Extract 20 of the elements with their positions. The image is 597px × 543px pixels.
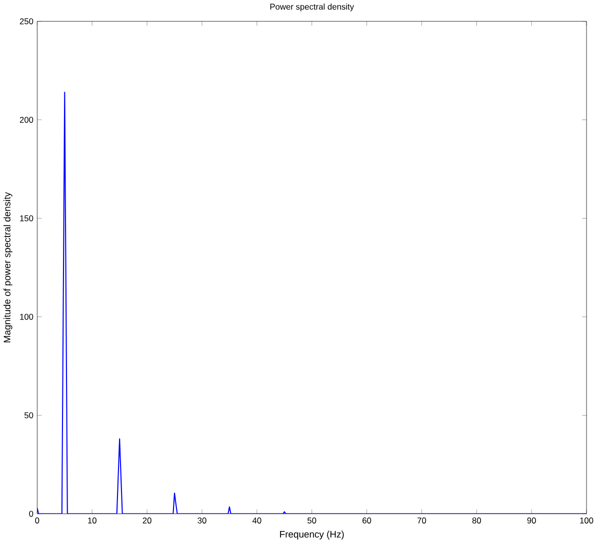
x-tick-label: 40: [252, 518, 262, 524]
x-tick-label: 30: [198, 518, 206, 524]
x-tick-label: 10: [88, 518, 96, 524]
y-tick-label: 200: [20, 116, 34, 123]
x-tick-label: 60: [362, 518, 372, 524]
x-tick-label: 90: [527, 518, 536, 524]
y-tick-label: 0: [29, 510, 34, 517]
x-axis-title: Frequency (Hz): [280, 530, 344, 540]
y-tick-label: 150: [20, 215, 34, 222]
chart-title: Power spectral density: [270, 4, 354, 12]
y-tick-label: 100: [20, 314, 34, 320]
y-tick-label: 250: [20, 18, 34, 24]
x-tick-label: 20: [142, 518, 152, 524]
x-tick-label: 80: [472, 518, 481, 524]
x-tick-label: 100: [580, 518, 594, 524]
y-axis-title: Magnitude of power spectral density: [3, 192, 12, 342]
y-tick-label: 50: [24, 412, 34, 418]
x-tick-label: 70: [417, 518, 426, 524]
x-tick-label: 50: [308, 518, 316, 524]
x-tick-label: 0: [35, 518, 40, 524]
